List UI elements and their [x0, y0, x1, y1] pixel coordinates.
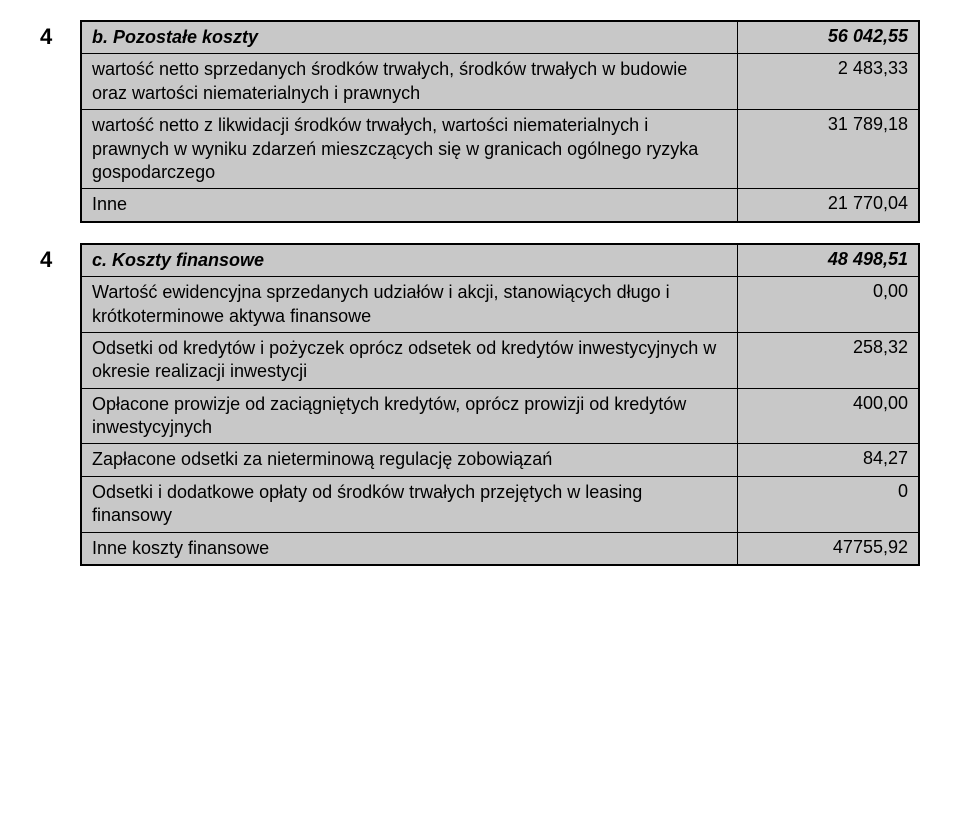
table-row: Zapłacone odsetki za nieterminową regula… [82, 444, 918, 476]
row-label: Odsetki i dodatkowe opłaty od środków tr… [82, 477, 738, 532]
row-number: 4 [40, 20, 80, 50]
row-label: Zapłacone odsetki za nieterminową regula… [82, 444, 738, 475]
table-row: Inne koszty finansowe 47755,92 [82, 533, 918, 564]
section-1: 4 b. Pozostałe koszty 56 042,55 wartość … [40, 20, 920, 223]
table-row: wartość netto z likwidacji środków trwał… [82, 110, 918, 189]
row-value: 47755,92 [738, 533, 918, 564]
header-label: c. Koszty finansowe [82, 245, 738, 276]
table-row: Odsetki od kredytów i pożyczek oprócz od… [82, 333, 918, 389]
table-header-row: b. Pozostałe koszty 56 042,55 [82, 22, 918, 54]
row-label: Wartość ewidencyjna sprzedanych udziałów… [82, 277, 738, 332]
header-value: 56 042,55 [738, 22, 918, 53]
row-value: 21 770,04 [738, 189, 918, 220]
row-number: 4 [40, 243, 80, 273]
table-row: Wartość ewidencyjna sprzedanych udziałów… [82, 277, 918, 333]
table-row: Inne 21 770,04 [82, 189, 918, 220]
table-row: wartość netto sprzedanych środków trwały… [82, 54, 918, 110]
row-label: Inne [82, 189, 738, 220]
row-value: 0,00 [738, 277, 918, 332]
header-value: 48 498,51 [738, 245, 918, 276]
row-value: 0 [738, 477, 918, 532]
row-label: wartość netto sprzedanych środków trwały… [82, 54, 738, 109]
row-label: Inne koszty finansowe [82, 533, 738, 564]
costs-table-2: c. Koszty finansowe 48 498,51 Wartość ew… [80, 243, 920, 566]
table-row: Odsetki i dodatkowe opłaty od środków tr… [82, 477, 918, 533]
table-header-row: c. Koszty finansowe 48 498,51 [82, 245, 918, 277]
header-label: b. Pozostałe koszty [82, 22, 738, 53]
table-row: Opłacone prowizje od zaciągniętych kredy… [82, 389, 918, 445]
row-label: wartość netto z likwidacji środków trwał… [82, 110, 738, 188]
section-2: 4 c. Koszty finansowe 48 498,51 Wartość … [40, 243, 920, 566]
row-value: 400,00 [738, 389, 918, 444]
row-value: 258,32 [738, 333, 918, 388]
row-value: 31 789,18 [738, 110, 918, 188]
row-value: 84,27 [738, 444, 918, 475]
row-label: Odsetki od kredytów i pożyczek oprócz od… [82, 333, 738, 388]
costs-table-1: b. Pozostałe koszty 56 042,55 wartość ne… [80, 20, 920, 223]
row-value: 2 483,33 [738, 54, 918, 109]
row-label: Opłacone prowizje od zaciągniętych kredy… [82, 389, 738, 444]
